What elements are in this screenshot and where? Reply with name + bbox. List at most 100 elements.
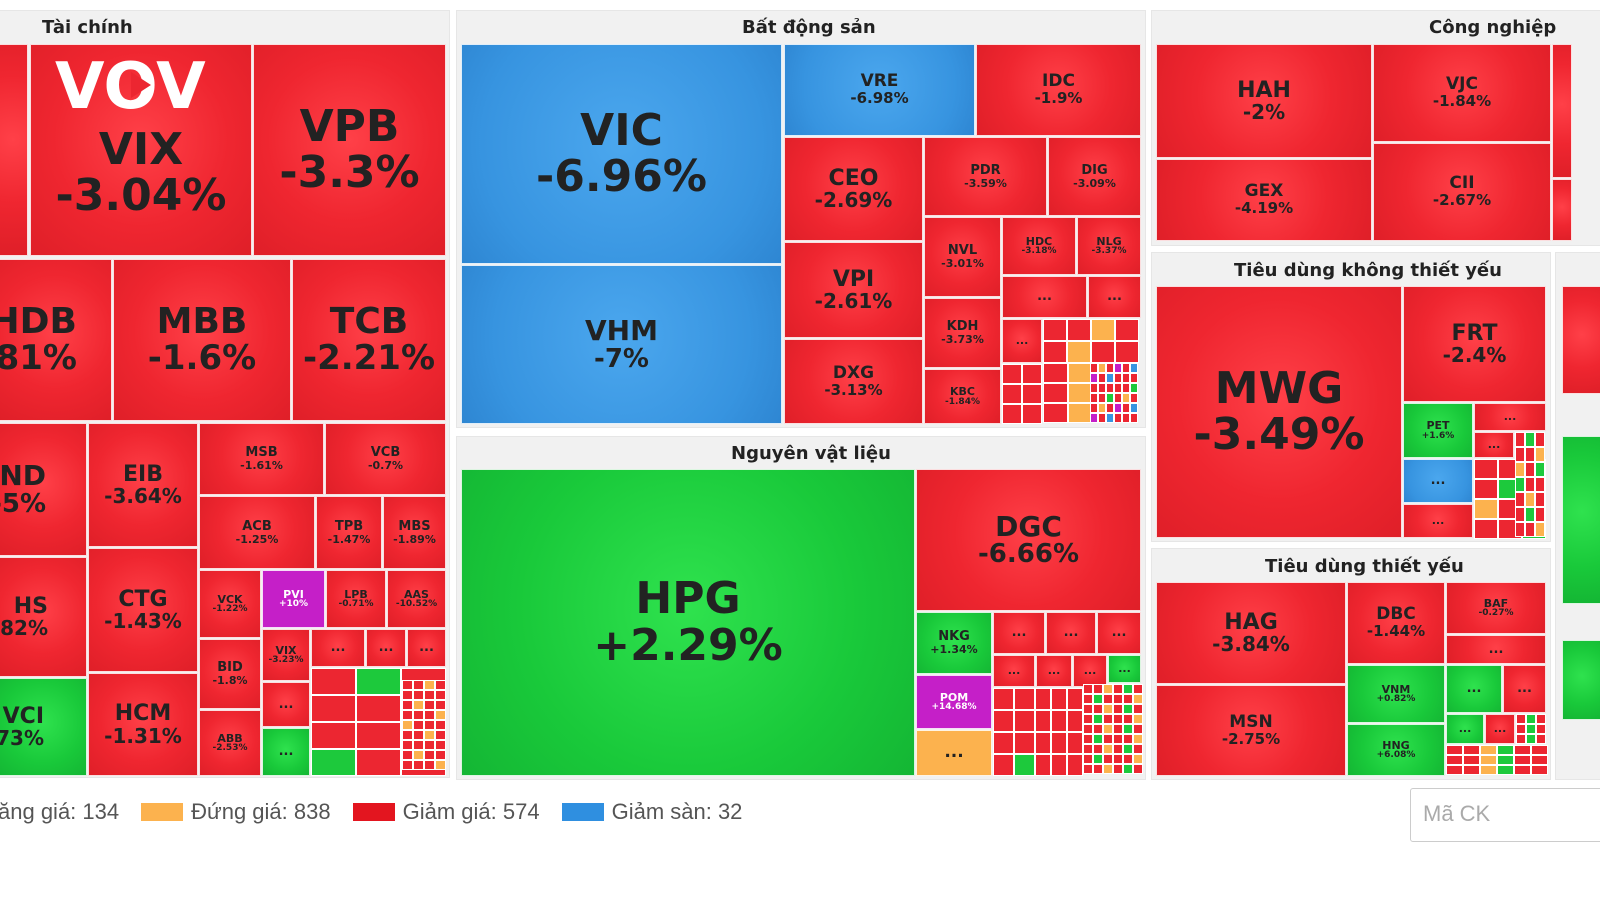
small-stock-cell[interactable] bbox=[1515, 462, 1525, 477]
small-stock-cell[interactable] bbox=[1098, 393, 1106, 403]
small-stock-cell[interactable] bbox=[1133, 714, 1143, 724]
small-stock-cell[interactable] bbox=[1103, 724, 1113, 734]
small-stock-cell[interactable] bbox=[424, 690, 435, 700]
small-stock-cell[interactable] bbox=[1083, 734, 1093, 744]
small-stock-cell[interactable] bbox=[1133, 704, 1143, 714]
small-stock-cell[interactable] bbox=[1535, 507, 1545, 522]
stock-tile-vjc[interactable]: VJC -1.84% bbox=[1373, 44, 1551, 142]
small-stock-cell[interactable] bbox=[1106, 373, 1114, 383]
small-stock-cell[interactable] bbox=[1122, 383, 1130, 393]
small-stock-cell[interactable] bbox=[1535, 432, 1545, 447]
small-stock-cell[interactable] bbox=[1035, 710, 1051, 732]
small-stock-cell[interactable] bbox=[1098, 413, 1106, 423]
small-stock-cell[interactable] bbox=[1035, 688, 1051, 710]
small-stock-cell[interactable] bbox=[1002, 364, 1022, 384]
small-stock-cell[interactable] bbox=[1526, 734, 1536, 744]
small-stock-cell[interactable] bbox=[1043, 403, 1068, 423]
small-stock-cell[interactable] bbox=[402, 740, 413, 750]
small-stock-cell[interactable] bbox=[413, 690, 424, 700]
small-stock-cell[interactable] bbox=[1446, 755, 1463, 765]
small-stock-cell[interactable] bbox=[1122, 413, 1130, 423]
small-stock-cell[interactable] bbox=[1474, 519, 1498, 539]
small-stock-cell[interactable] bbox=[1091, 341, 1115, 363]
small-stock-cell[interactable] bbox=[1113, 694, 1123, 704]
small-stock-cell[interactable] bbox=[424, 710, 435, 720]
small-stock-cell[interactable] bbox=[356, 695, 401, 722]
small-stock-cell[interactable] bbox=[1067, 710, 1083, 732]
small-stock-cell[interactable] bbox=[1123, 694, 1133, 704]
small-stock-cell[interactable] bbox=[1093, 684, 1103, 694]
small-stock-cell[interactable] bbox=[424, 730, 435, 740]
small-stock-cell[interactable] bbox=[424, 750, 435, 760]
small-stock-cell[interactable] bbox=[1114, 413, 1122, 423]
small-stock-cell[interactable] bbox=[993, 732, 1014, 754]
small-stock-cell[interactable] bbox=[1525, 462, 1535, 477]
small-stock-cell[interactable] bbox=[1114, 393, 1122, 403]
small-stock-cell[interactable] bbox=[1130, 403, 1138, 413]
stock-tile-tcb[interactable]: TCB -2.21% bbox=[292, 259, 446, 421]
small-stock-cell[interactable] bbox=[1022, 404, 1042, 424]
small-stock-cell[interactable] bbox=[1103, 704, 1113, 714]
small-stock-cell[interactable] bbox=[1133, 684, 1143, 694]
small-stock-cell[interactable] bbox=[1083, 724, 1093, 734]
stock-tile-vpi[interactable]: VPI -2.61% bbox=[784, 242, 923, 338]
stock-tile-edge[interactable] bbox=[1562, 436, 1600, 604]
stock-tile-ellipsis[interactable]: ... bbox=[993, 612, 1045, 654]
small-stock-cell[interactable] bbox=[1497, 765, 1514, 775]
small-stock-cell[interactable] bbox=[1123, 754, 1133, 764]
stock-tile-vre[interactable]: VRE -6.98% bbox=[784, 44, 975, 136]
small-stock-cell[interactable] bbox=[1106, 383, 1114, 393]
stock-tile-vpb[interactable]: VPB -3.3% bbox=[253, 44, 446, 256]
small-stock-cell[interactable] bbox=[1123, 704, 1133, 714]
stock-tile-dbc[interactable]: DBC -1.44% bbox=[1347, 582, 1445, 664]
small-stock-cell[interactable] bbox=[1133, 734, 1143, 744]
small-stock-cell[interactable] bbox=[1067, 341, 1091, 363]
small-stock-cell[interactable] bbox=[1014, 710, 1035, 732]
stock-tile-ellipsis[interactable]: ... bbox=[1097, 612, 1141, 654]
small-stock-cell[interactable] bbox=[1535, 462, 1545, 477]
small-stock-cell[interactable] bbox=[1531, 755, 1548, 765]
small-stock-cell[interactable] bbox=[311, 668, 356, 695]
small-stock-cell[interactable] bbox=[413, 760, 424, 770]
small-stock-cell[interactable] bbox=[1083, 704, 1093, 714]
small-stock-cell[interactable] bbox=[413, 720, 424, 730]
small-stock-cell[interactable] bbox=[402, 700, 413, 710]
small-stock-cell[interactable] bbox=[1022, 364, 1042, 384]
small-stock-cell[interactable] bbox=[424, 720, 435, 730]
small-stock-cell[interactable] bbox=[1014, 732, 1035, 754]
small-stock-cell[interactable] bbox=[1133, 764, 1143, 774]
small-stock-cell[interactable] bbox=[1123, 714, 1133, 724]
small-stock-cell[interactable] bbox=[1103, 744, 1113, 754]
stock-tile-idc[interactable]: IDC -1.9% bbox=[976, 44, 1141, 136]
small-stock-cell[interactable] bbox=[1103, 694, 1113, 704]
small-stock-cell[interactable] bbox=[1113, 724, 1123, 734]
stock-tile-ellipsis[interactable]: ... bbox=[1002, 319, 1042, 363]
stock-tile-bid[interactable]: BID -1.8% bbox=[199, 639, 261, 709]
stock-tile-ellipsis[interactable]: ... bbox=[1073, 655, 1107, 687]
small-stock-cell[interactable] bbox=[1014, 754, 1035, 776]
stock-tile-ellipsis[interactable]: ... bbox=[1485, 714, 1515, 744]
small-stock-cell[interactable] bbox=[1497, 755, 1514, 765]
small-stock-cell[interactable] bbox=[1480, 765, 1497, 775]
small-stock-cell[interactable] bbox=[1133, 754, 1143, 764]
small-stock-cell[interactable] bbox=[311, 749, 356, 776]
small-stock-cell[interactable] bbox=[1103, 714, 1113, 724]
small-stock-cell[interactable] bbox=[402, 710, 413, 720]
stock-tile-cii[interactable]: CII -2.67% bbox=[1373, 143, 1551, 241]
small-stock-cell[interactable] bbox=[1114, 383, 1122, 393]
small-stock-cell[interactable] bbox=[993, 754, 1014, 776]
small-stock-cell[interactable] bbox=[435, 750, 446, 760]
small-stock-cell[interactable] bbox=[1115, 341, 1139, 363]
small-stock-cell[interactable] bbox=[1067, 754, 1083, 776]
small-stock-cell[interactable] bbox=[1090, 393, 1098, 403]
small-stock-cell[interactable] bbox=[1535, 477, 1545, 492]
stock-tile-ellipsis[interactable]: ... bbox=[1474, 432, 1514, 458]
small-stock-cell[interactable] bbox=[1516, 714, 1526, 724]
small-stock-cell[interactable] bbox=[1098, 363, 1106, 373]
stock-tile-vhm[interactable]: VHM -7% bbox=[461, 265, 782, 424]
small-stock-cell[interactable] bbox=[1090, 363, 1098, 373]
small-stock-cell[interactable] bbox=[1122, 393, 1130, 403]
small-stock-cell[interactable] bbox=[993, 710, 1014, 732]
stock-tile-hpg[interactable]: HPG +2.29% bbox=[461, 469, 915, 776]
small-stock-cell[interactable] bbox=[1091, 319, 1115, 341]
